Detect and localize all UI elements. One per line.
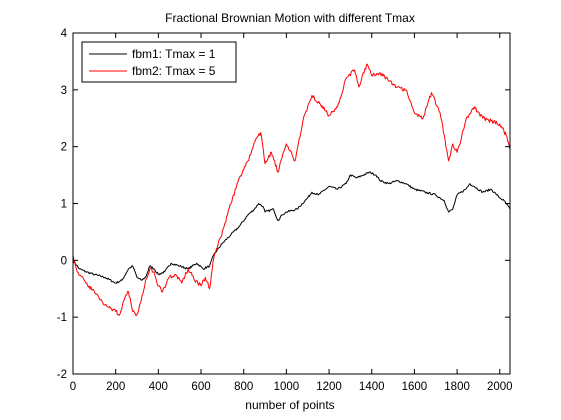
legend-label-1: fbm1: Tmax = 1 [132, 47, 216, 61]
x-tick-label: 1800 [444, 381, 470, 393]
y-tick-label: 2 [61, 142, 67, 154]
x-tick-label: 1000 [274, 381, 300, 393]
plot-area-frame [72, 32, 511, 375]
x-tick-label: 2000 [487, 381, 513, 393]
x-axis-label: number of points [245, 398, 334, 412]
series-line-2 [72, 63, 511, 317]
x-tick-label: 1200 [316, 381, 342, 393]
legend-label-2: fbm2: Tmax = 5 [132, 64, 216, 78]
y-tick-label: -2 [57, 369, 67, 381]
axis-ticks: 0 200 400 600 800 1000 1200 1400 1600 1800 2000 -2 -… [57, 28, 513, 393]
x-tick-label: 400 [149, 381, 168, 393]
x-tick-label: 800 [234, 381, 253, 393]
y-tick-label: -1 [57, 312, 67, 324]
y-tick-label: 3 [61, 85, 67, 97]
x-tick-label: 1400 [359, 381, 385, 393]
x-tick-label: 1600 [402, 381, 428, 393]
x-tick-label: 600 [191, 381, 210, 393]
y-tick-label: 1 [61, 199, 67, 211]
y-tick-label: 4 [61, 28, 68, 40]
series-layer [72, 63, 511, 317]
legend: fbm1: Tmax = 1 fbm2: Tmax = 5 [81, 41, 237, 83]
legend-box [81, 41, 237, 83]
x-tick-label: 0 [70, 381, 76, 393]
series-line-1 [72, 171, 511, 284]
y-tick-label: 0 [61, 255, 67, 267]
chart-title: Fractional Brownian Motion with differen… [165, 11, 415, 25]
x-tick-label: 200 [106, 381, 125, 393]
